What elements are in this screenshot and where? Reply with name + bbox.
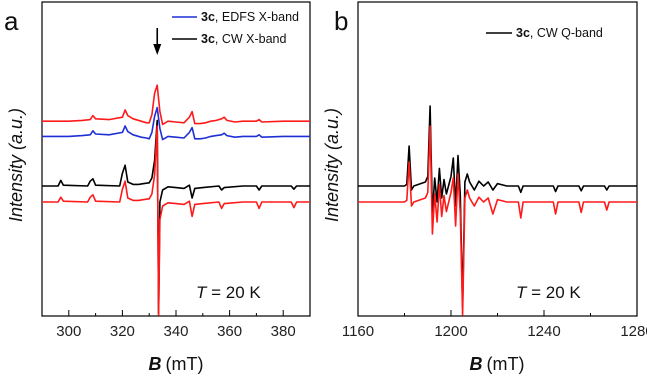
panel-a-x-symbol: B xyxy=(149,354,162,374)
legend-label-cw-x-bold: 3c xyxy=(201,32,215,46)
x-tick-label: 360 xyxy=(217,323,242,340)
panel-b-temperature-symbol: T xyxy=(516,283,528,302)
panel-b-x-symbol: B xyxy=(470,354,483,374)
series-line-0-3 xyxy=(42,125,310,316)
x-tick-label: 1280 xyxy=(620,323,647,340)
panel-a: a 300 320 340 360 380 3c, EDFS X-band 3c, CW… xyxy=(4,1,311,374)
panel-a-letter: a xyxy=(4,6,19,36)
panel-b-x-ticks: 1160 1200 1240 1280 xyxy=(342,310,647,340)
panel-a-temperature-symbol: T xyxy=(196,283,208,302)
panel-a-x-unit: (mT) xyxy=(166,354,204,374)
x-tick-label: 1240 xyxy=(527,323,560,340)
series-line-0-2 xyxy=(42,119,310,315)
series-line-1-0 xyxy=(358,105,637,307)
panel-b-series xyxy=(358,105,637,316)
legend-label-edfs: 3c, EDFS X-band xyxy=(201,10,299,24)
series-line-1-1 xyxy=(358,125,637,316)
arrow-head xyxy=(153,44,162,55)
x-tick-label: 1200 xyxy=(434,323,467,340)
panel-a-temperature-value: = 20 K xyxy=(206,283,261,302)
panel-a-legend: 3c, EDFS X-band 3c, CW X-band xyxy=(172,10,299,46)
peak-arrow xyxy=(153,28,162,55)
panel-a-temperature: T = 20 K xyxy=(196,283,261,302)
legend-label-cw-q-bold: 3c xyxy=(516,26,530,40)
legend-label-cw-q: 3c, CW Q-band xyxy=(516,26,603,40)
panel-b-y-axis-title: Intensity (a.u.) xyxy=(322,108,342,222)
panel-b-legend: 3c, CW Q-band xyxy=(486,26,603,40)
panel-b-x-unit: (mT) xyxy=(487,354,525,374)
panel-b-temperature-value: = 20 K xyxy=(526,283,581,302)
x-tick-label: 380 xyxy=(271,323,296,340)
legend-label-cw-x: 3c, CW X-band xyxy=(201,32,287,46)
panel-b: b 1160 1200 1240 1280 3c, CW Q-band T = 20 … xyxy=(322,1,647,374)
panel-a-x-axis-title: B (mT) xyxy=(149,354,204,374)
x-tick-label: 1160 xyxy=(342,323,374,340)
x-tick-label: 320 xyxy=(110,323,135,340)
panel-a-series xyxy=(42,84,310,316)
legend-label-cw-q-rest: , CW Q-band xyxy=(530,26,603,40)
series-line-0-1 xyxy=(42,84,310,126)
legend-label-edfs-bold: 3c xyxy=(201,10,215,24)
panel-b-letter: b xyxy=(334,6,348,36)
panel-a-y-axis-title: Intensity (a.u.) xyxy=(6,108,26,222)
x-tick-label: 300 xyxy=(56,323,81,340)
panel-a-frame xyxy=(41,1,311,317)
legend-label-cw-x-rest: , CW X-band xyxy=(215,32,287,46)
panel-b-x-axis-title: B (mT) xyxy=(470,354,525,374)
x-tick-label: 340 xyxy=(163,323,188,340)
panel-b-temperature: T = 20 K xyxy=(516,283,581,302)
legend-label-edfs-rest: , EDFS X-band xyxy=(215,10,299,24)
panel-b-frame xyxy=(357,1,638,317)
series-line-0-0 xyxy=(42,106,310,141)
panel-a-x-ticks: 300 320 340 360 380 xyxy=(41,310,311,340)
